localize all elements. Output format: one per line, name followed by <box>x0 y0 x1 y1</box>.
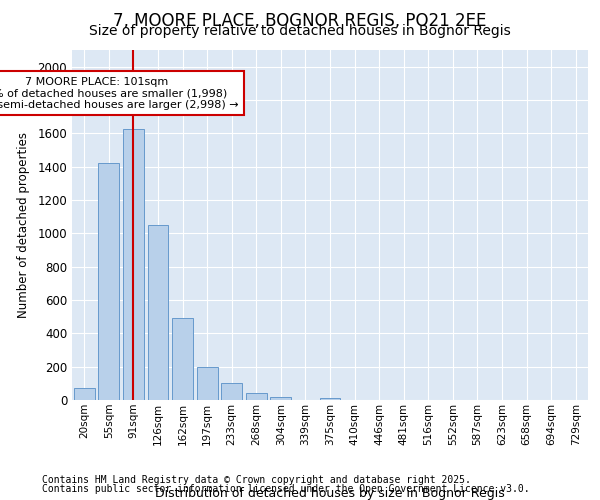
Bar <box>172 318 193 400</box>
Text: 7 MOORE PLACE: 101sqm
← 40% of detached houses are smaller (1,998)
60% of semi-d: 7 MOORE PLACE: 101sqm ← 40% of detached … <box>0 76 238 110</box>
Text: Size of property relative to detached houses in Bognor Regis: Size of property relative to detached ho… <box>89 24 511 38</box>
Text: 7, MOORE PLACE, BOGNOR REGIS, PO21 2EE: 7, MOORE PLACE, BOGNOR REGIS, PO21 2EE <box>113 12 487 30</box>
Bar <box>197 366 218 400</box>
Bar <box>271 396 292 400</box>
Bar <box>148 225 169 400</box>
Text: Contains HM Land Registry data © Crown copyright and database right 2025.: Contains HM Land Registry data © Crown c… <box>42 475 471 485</box>
Bar <box>221 382 242 400</box>
Bar <box>123 129 144 400</box>
X-axis label: Distribution of detached houses by size in Bognor Regis: Distribution of detached houses by size … <box>155 486 505 500</box>
Text: Contains public sector information licensed under the Open Government Licence v3: Contains public sector information licen… <box>42 484 530 494</box>
Bar <box>246 394 267 400</box>
Bar <box>98 164 119 400</box>
Y-axis label: Number of detached properties: Number of detached properties <box>17 132 31 318</box>
Bar <box>320 398 340 400</box>
Bar <box>74 388 95 400</box>
